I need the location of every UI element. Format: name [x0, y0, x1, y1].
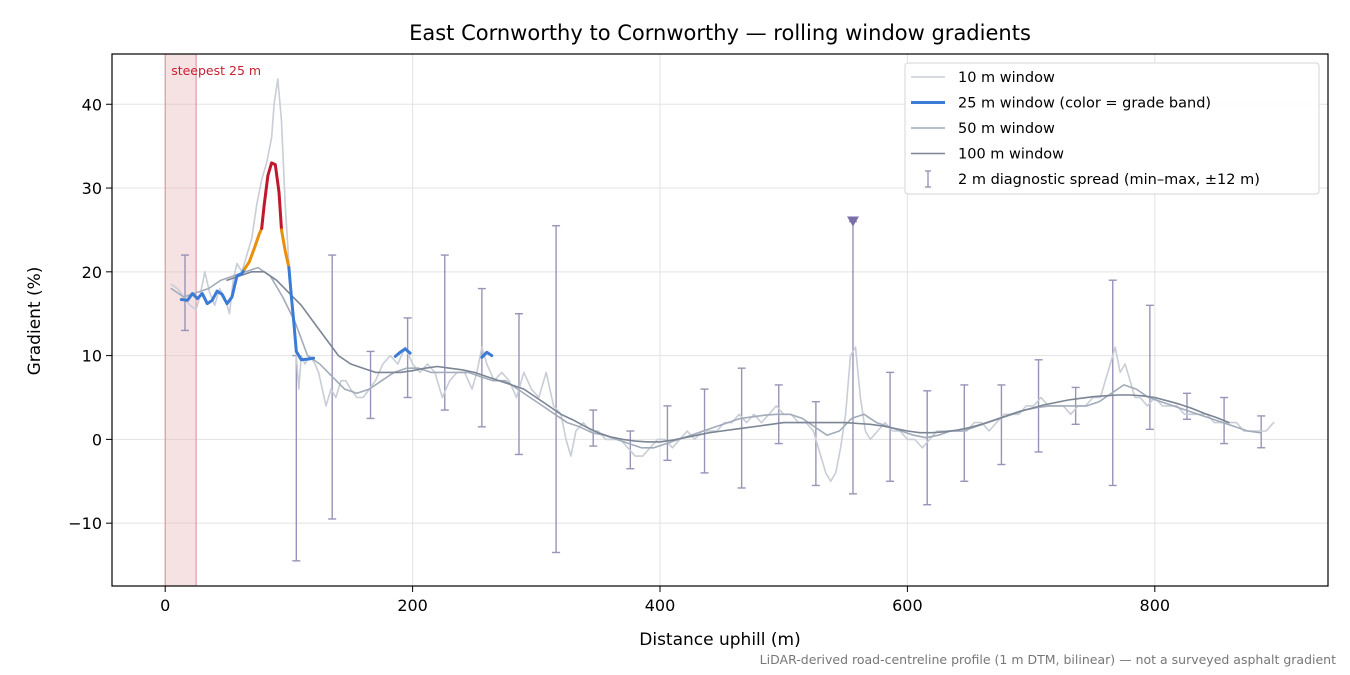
grade-band-segment-very_steep	[260, 161, 283, 232]
legend-label: 100 m window	[958, 147, 1064, 163]
grade-band-segment-normal	[287, 266, 316, 362]
grade-band-segment-normal	[179, 267, 246, 306]
grade-band-segment-normal	[480, 350, 494, 359]
legend-label: 50 m window	[958, 121, 1055, 137]
y-tick-label: 10	[82, 347, 102, 366]
x-axis-title: Distance uphill (m)	[639, 630, 800, 650]
y-tick-label: 20	[82, 263, 102, 282]
plot-frame	[111, 53, 1329, 587]
legend-box	[904, 62, 1320, 195]
legend-label: 25 m window (color = grade band)	[958, 96, 1211, 112]
axes: 0 200 400 600 800 −10 0 10 20 30 40	[68, 53, 1329, 615]
x-tick-label: 0	[160, 596, 170, 615]
legend-label: 10 m window	[958, 70, 1055, 86]
y-tick-label: 40	[82, 95, 102, 114]
y-axis-title: Gradient (%)	[25, 267, 45, 376]
grade-band-segment-normal	[393, 347, 412, 358]
series-group: steepest 25 m	[164, 54, 1275, 586]
steepest-highlight-band	[164, 54, 197, 586]
y-tick-label: 0	[92, 430, 102, 449]
steepest-label: steepest 25 m	[171, 63, 261, 78]
x-tick-label: 800	[1140, 596, 1171, 615]
x-tick-label: 600	[892, 596, 923, 615]
legend: 10 m window 25 m window (color = grade ba…	[904, 62, 1320, 195]
x-tick-label: 200	[397, 596, 428, 615]
series-line-3	[226, 271, 1230, 443]
series-line-2	[170, 266, 1261, 449]
footnote: LiDAR-derived road-centreline profile (1…	[760, 652, 1336, 667]
grade-band-segment-steep	[280, 228, 291, 270]
y-tick-label: −10	[68, 514, 102, 533]
max-spread-marker	[846, 216, 859, 227]
chart-title: East Cornworthy to Cornworthy — rolling …	[409, 21, 1031, 45]
y-tick-label: 30	[82, 179, 102, 198]
x-tick-label: 400	[645, 596, 676, 615]
legend-label: 2 m diagnostic spread (min–max, ±12 m)	[958, 172, 1260, 188]
grade-band-segment-steep	[242, 226, 264, 271]
